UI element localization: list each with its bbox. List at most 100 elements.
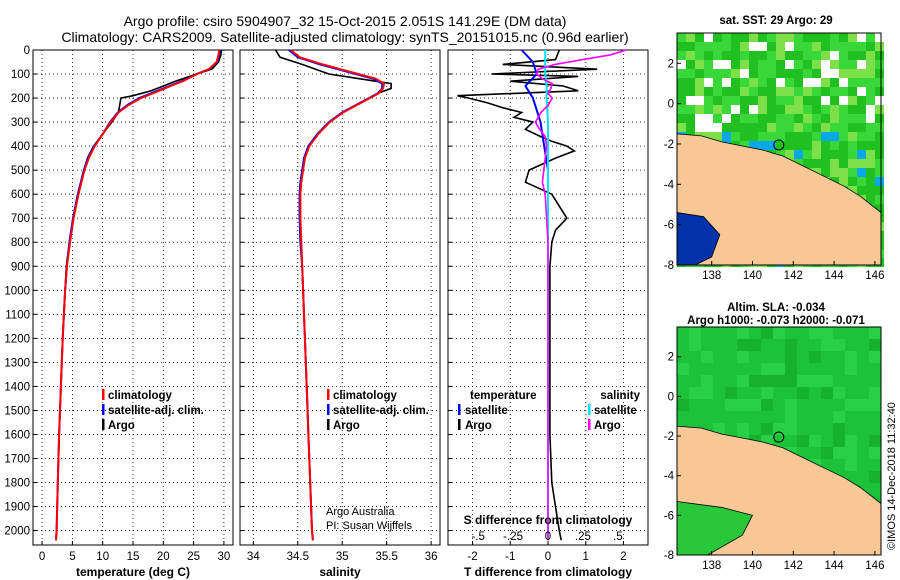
map-cell xyxy=(740,132,749,141)
y-tick-label: 100 xyxy=(11,69,30,81)
map-cell xyxy=(830,69,839,78)
map-cell xyxy=(701,351,713,363)
map-x-tick-label: 146 xyxy=(865,270,884,282)
legend-swatch xyxy=(102,404,105,415)
map-cell xyxy=(821,105,830,114)
map-cell xyxy=(722,51,731,60)
map-cell xyxy=(785,114,794,123)
map-cell xyxy=(869,483,881,495)
temperature-panel: 0100200300400500600700800900100011001200… xyxy=(4,45,234,579)
map-cell xyxy=(833,399,845,411)
y-tick-label: 500 xyxy=(11,165,30,177)
map-cell xyxy=(803,150,812,159)
map-cell xyxy=(869,411,881,423)
y-tick-label: 1300 xyxy=(4,357,30,369)
map-y-tick-label: -8 xyxy=(664,550,674,562)
y-tick-label: 1700 xyxy=(4,453,30,465)
map-cell xyxy=(749,87,758,96)
map-cell xyxy=(740,69,749,78)
map-cell xyxy=(875,186,884,195)
map-cell xyxy=(740,114,749,123)
map-cell xyxy=(749,105,758,114)
map-cell xyxy=(722,105,731,114)
map-cell xyxy=(686,51,695,60)
map-cell xyxy=(677,42,686,51)
map-cell xyxy=(776,69,785,78)
map-cell xyxy=(686,78,695,87)
map-cell xyxy=(797,423,809,435)
map-cell xyxy=(776,78,785,87)
map-y-tick-label: 2 xyxy=(668,352,674,364)
map-cell xyxy=(848,33,857,42)
map-cell xyxy=(866,33,875,42)
map-cell xyxy=(821,387,833,399)
map-cell xyxy=(857,423,869,435)
x2-tick-label: -.5 xyxy=(471,531,484,543)
y-tick-label: 600 xyxy=(11,189,30,201)
map-cell xyxy=(722,78,731,87)
map-cell xyxy=(785,411,797,423)
map-cell xyxy=(857,69,866,78)
map-cell xyxy=(857,459,869,471)
map-cell xyxy=(773,363,785,375)
map-cell xyxy=(767,42,776,51)
map-cell xyxy=(803,60,812,69)
legend-swatch xyxy=(102,419,105,430)
map-cell xyxy=(812,87,821,96)
map-cell xyxy=(848,132,857,141)
map-cell xyxy=(875,150,884,159)
map-y-tick-label: -2 xyxy=(664,431,674,443)
x-tick-label: 10 xyxy=(96,551,109,563)
map-cell xyxy=(731,96,740,105)
series-line-t-argo xyxy=(457,49,598,541)
map-cell xyxy=(857,327,869,339)
map-cell xyxy=(821,399,833,411)
map-cell xyxy=(758,42,767,51)
x-tick-label: 20 xyxy=(157,551,170,563)
map-cell xyxy=(848,42,857,51)
map-cell xyxy=(875,141,884,150)
map-cell xyxy=(773,339,785,351)
map-cell xyxy=(722,132,731,141)
map-cell xyxy=(839,114,848,123)
map-cell xyxy=(839,51,848,60)
map-cell xyxy=(866,150,875,159)
map-cell xyxy=(839,78,848,87)
map-cell xyxy=(785,351,797,363)
legend-left-label: satellite xyxy=(465,405,508,417)
map-cell xyxy=(725,387,737,399)
map-cell xyxy=(794,51,803,60)
map-cell xyxy=(776,60,785,69)
legend-swatch xyxy=(327,389,330,400)
map-cell xyxy=(869,399,881,411)
map-cell xyxy=(866,159,875,168)
map-cell xyxy=(857,375,869,387)
map-cell xyxy=(722,87,731,96)
map-cell xyxy=(749,339,761,351)
map-cell xyxy=(839,105,848,114)
map-cell xyxy=(797,375,809,387)
x2-tick-label: -.25 xyxy=(503,531,523,543)
map-cell xyxy=(848,159,857,168)
map-cell xyxy=(785,132,794,141)
map-cell xyxy=(839,33,848,42)
map-cell xyxy=(689,339,701,351)
map-cell xyxy=(821,114,830,123)
map-cell xyxy=(758,78,767,87)
map-cell xyxy=(761,411,773,423)
legend-left-label: temperature xyxy=(470,390,536,402)
map-cell xyxy=(875,195,884,204)
map-cell xyxy=(677,351,689,363)
map-cell xyxy=(857,150,866,159)
map-x-tick-label: 144 xyxy=(824,270,844,282)
map-cell xyxy=(713,114,722,123)
legend-label: satellite-adj. clim. xyxy=(108,405,204,417)
map-cell xyxy=(821,60,830,69)
y-tick-label: 1100 xyxy=(5,309,30,321)
legend-swatch xyxy=(102,389,105,400)
map-cell xyxy=(809,375,821,387)
y-tick-label: 1500 xyxy=(4,405,30,417)
map-cell xyxy=(821,411,833,423)
map-cell xyxy=(677,114,686,123)
map-cell xyxy=(713,351,725,363)
